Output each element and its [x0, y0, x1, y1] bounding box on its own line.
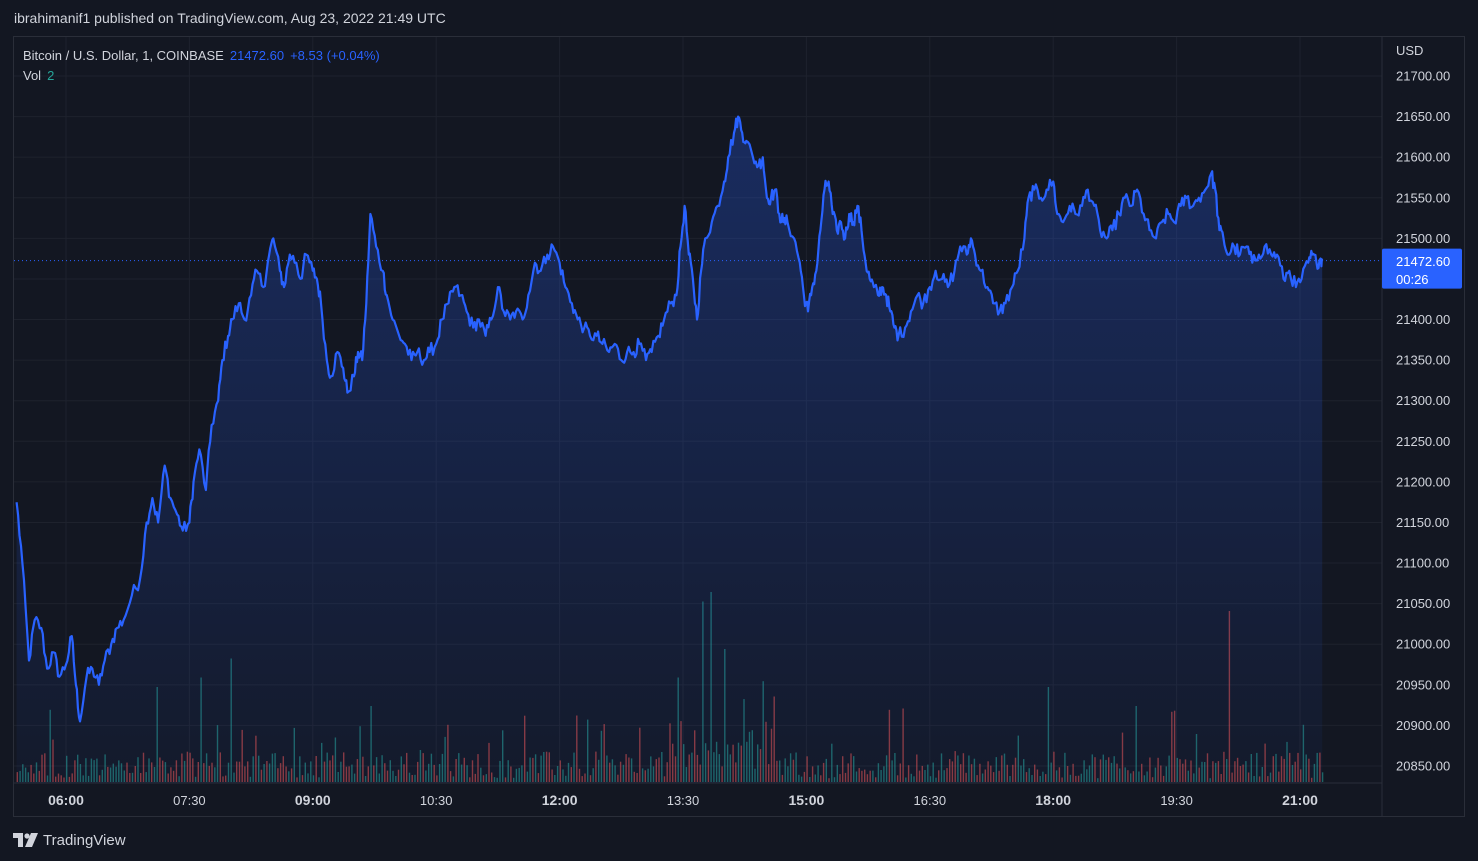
y-tick-label: 21200.00: [1396, 474, 1450, 489]
y-tick-label: 21400.00: [1396, 312, 1450, 327]
x-tick-label: 12:00: [542, 792, 578, 808]
legend-volume-label[interactable]: Vol: [23, 68, 42, 83]
volume-bar: [1321, 772, 1324, 782]
y-tick-label: 21500.00: [1396, 231, 1450, 246]
x-tick-label: 06:00: [48, 792, 84, 808]
footer: TradingView: [13, 828, 126, 852]
y-tick-label: 21550.00: [1396, 190, 1450, 205]
y-tick-label: 21000.00: [1396, 637, 1450, 652]
y-tick-label: 21300.00: [1396, 393, 1450, 408]
currency-label: USD: [1396, 43, 1423, 58]
chart-legend: Bitcoin / U.S. Dollar, 1, COINBASE 21472.…: [23, 46, 380, 86]
y-tick-label: 21350.00: [1396, 353, 1450, 368]
price-area-fill: [16, 116, 1323, 784]
y-tick-label: 21700.00: [1396, 69, 1450, 84]
time-axis[interactable]: 06:00 07:30 09:00 10:30 12:00 13:30 15:00 16:30…: [48, 792, 1318, 808]
legend-change: +8.53 (+0.04%): [290, 48, 380, 63]
y-tick-label: 20950.00: [1396, 677, 1450, 692]
x-tick-label: 15:00: [788, 792, 824, 808]
legend-last-price: 21472.60: [229, 48, 285, 63]
x-tick-label: 09:00: [295, 792, 331, 808]
tradingview-logo-icon[interactable]: [13, 833, 39, 847]
x-tick-label: 13:30: [667, 793, 700, 808]
y-tick-label: 21600.00: [1396, 150, 1450, 165]
y-tick-label: 20900.00: [1396, 718, 1450, 733]
last-price-tag: 21472.60 00:26: [1382, 248, 1462, 289]
tradingview-brand-text[interactable]: TradingView: [43, 831, 126, 849]
y-tick-label: 21050.00: [1396, 596, 1450, 611]
y-tick-label: 21100.00: [1396, 556, 1449, 571]
legend-symbol-row: Bitcoin / U.S. Dollar, 1, COINBASE 21472.…: [23, 46, 380, 66]
chart-frame: [13, 36, 1465, 817]
y-tick-label: 21650.00: [1396, 109, 1450, 124]
legend-volume-value: 2: [47, 68, 55, 83]
x-tick-label: 10:30: [420, 793, 453, 808]
x-tick-label: 21:00: [1282, 792, 1318, 808]
y-tick-label: 21150.00: [1396, 515, 1449, 530]
x-tick-label: 07:30: [173, 793, 206, 808]
price-line: [15, 115, 1324, 723]
x-tick-label: 16:30: [914, 793, 947, 808]
published-line: ibrahimanif1 published on TradingView.co…: [14, 10, 446, 26]
last-price-tag-countdown: 00:26: [1396, 272, 1429, 287]
y-tick-label: 20850.00: [1396, 759, 1450, 774]
last-price-tag-price: 21472.60: [1396, 254, 1450, 269]
price-axis[interactable]: 21700.00 21650.00 21600.00 21550.00 21500.00…: [1396, 69, 1450, 774]
x-tick-label: 18:00: [1035, 792, 1071, 808]
legend-symbol[interactable]: Bitcoin / U.S. Dollar, 1, COINBASE: [23, 48, 224, 63]
y-tick-label: 21250.00: [1396, 434, 1450, 449]
x-tick-label: 19:30: [1160, 793, 1193, 808]
legend-volume-row: Vol 2: [23, 66, 380, 86]
